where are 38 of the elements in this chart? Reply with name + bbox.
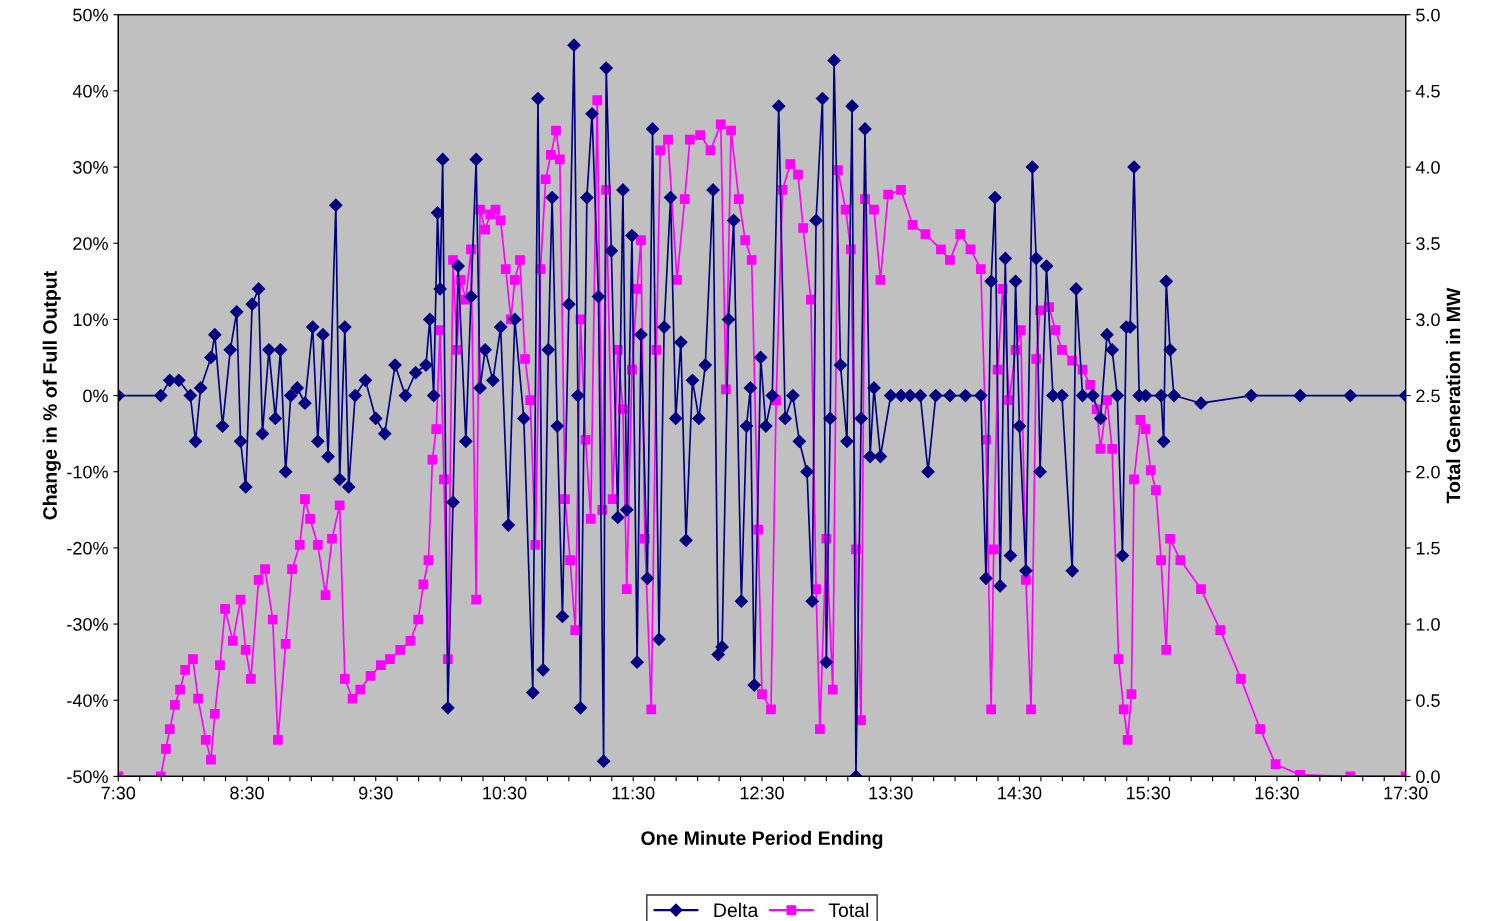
legend-label: Delta	[714, 902, 759, 918]
x-tick-label: 17:30	[1384, 786, 1428, 800]
legend-label: Total	[828, 902, 869, 918]
y2-tick-label: 3.5	[1416, 237, 1440, 250]
y2-tick-label: 0.5	[1416, 694, 1440, 707]
y2-tick-label: 2.0	[1416, 465, 1440, 479]
y-tick-label: 10%	[73, 313, 108, 327]
y-tick-label: 0%	[83, 389, 108, 403]
y2-tick-label: 1.5	[1416, 542, 1440, 555]
y2-tick-label: 2.5	[1416, 389, 1440, 403]
x-axis-title: One Minute Period Ending	[641, 830, 883, 849]
x-tick-label: 12:30	[740, 786, 784, 800]
x-tick-label: 8:30	[230, 786, 264, 800]
x-tick-label: 7:30	[101, 786, 136, 800]
y2-tick-label: 4.0	[1415, 161, 1440, 174]
y-tick-label: -30%	[67, 618, 108, 631]
y-tick-label: 20%	[73, 237, 108, 250]
x-tick-label: 14:30	[998, 786, 1042, 800]
y-tick-label: 30%	[73, 161, 108, 174]
y-axis-title: Change in % of Full Output	[42, 271, 61, 520]
x-tick-label: 10:30	[483, 786, 527, 800]
y2-tick-label: 3.0	[1416, 313, 1440, 327]
y-tick-label: -50%	[67, 770, 108, 784]
x-tick-label: 15:30	[1126, 786, 1171, 800]
x-tick-label: 9:30	[359, 786, 393, 800]
y-tick-label: 50%	[73, 8, 108, 22]
y2-tick-label: 4.5	[1415, 85, 1440, 98]
y2-tick-label: 5.0	[1416, 8, 1440, 22]
x-tick-label: 11:30	[612, 786, 655, 800]
y-tick-label: -10%	[67, 465, 108, 479]
x-tick-label: 16:30	[1255, 786, 1299, 800]
x-tick-label: 13:30	[869, 786, 913, 800]
y2-tick-label: 1.0	[1416, 618, 1440, 631]
y2-tick-label: 0.0	[1416, 770, 1440, 784]
y2-axis-title: Total Generation in MW	[1446, 287, 1461, 504]
y-tick-label: 40%	[72, 84, 108, 98]
y-tick-label: -40%	[67, 694, 108, 707]
y-tick-label: -20%	[67, 541, 108, 555]
